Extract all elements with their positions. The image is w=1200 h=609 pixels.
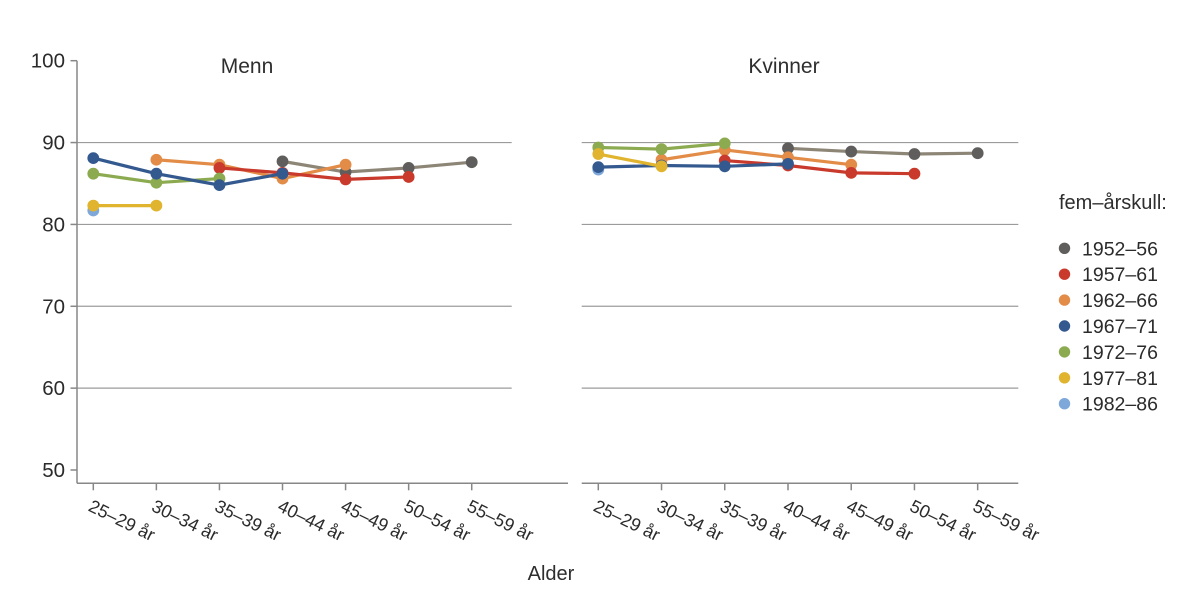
legend-label: 1957–61	[1082, 264, 1158, 286]
legend: 1952–56 1957–61 1962–66 1967–71 1972–76 1977–…	[1058, 238, 1158, 416]
series-kvinner-1957-61	[718, 154, 921, 180]
x-tick-label: 40–44 år	[275, 496, 348, 545]
legend-item-1967-71: 1967–71	[1058, 316, 1158, 338]
series-line	[282, 159, 472, 174]
x-tick-label: 50–54 år	[907, 496, 980, 545]
x-tick-label: 45–49 år	[843, 496, 916, 545]
panel-title-menn: Menn	[220, 55, 274, 78]
series-line	[661, 148, 852, 167]
data-point	[655, 143, 668, 156]
x-tick-label: 55–59 år	[970, 496, 1043, 545]
data-point	[150, 167, 163, 180]
data-point	[655, 160, 668, 173]
legend-item-1977-81: 1977–81	[1058, 368, 1158, 390]
legend-label: 1972–76	[1082, 342, 1158, 364]
legend-swatch	[1058, 372, 1071, 384]
y-axis: 100 90 80 70 60 50	[31, 50, 77, 482]
series-kvinner-1972-76	[592, 137, 731, 156]
data-point	[718, 137, 731, 150]
series-menn-1967-71	[87, 152, 289, 192]
y-tick-label: 80	[42, 213, 65, 236]
series-line	[597, 152, 662, 168]
series-line	[787, 146, 978, 156]
x-tick-label: 25–29 år	[86, 496, 159, 545]
x-tick-label: 35–39 år	[212, 496, 285, 545]
legend-swatch	[1058, 268, 1071, 280]
data-point	[87, 167, 100, 180]
data-point	[908, 148, 921, 160]
data-point	[908, 167, 921, 180]
data-point	[782, 142, 794, 155]
x-tick-label: 30–34 år	[654, 496, 727, 545]
series-line	[724, 158, 915, 176]
series-line	[598, 162, 789, 169]
y-tick-label: 60	[42, 377, 65, 400]
legend-swatch	[1058, 242, 1071, 254]
x-tick-label: 40–44 år	[780, 496, 853, 545]
series-menn-1977-81	[87, 199, 163, 212]
data-point	[402, 162, 415, 174]
data-point	[718, 160, 731, 173]
data-point	[150, 176, 163, 189]
x-tick-label: 30–34 år	[149, 496, 222, 545]
data-point	[87, 199, 100, 212]
data-point	[213, 162, 226, 174]
data-point	[339, 158, 352, 171]
legend-label: 1982–86	[1082, 394, 1158, 416]
data-point	[592, 161, 605, 174]
series-kvinner-1952-56	[782, 142, 984, 160]
legend-swatch	[1058, 320, 1071, 332]
data-point	[339, 173, 352, 186]
y-tick-label: 90	[42, 132, 65, 155]
y-tick-label: 50	[42, 459, 65, 482]
data-point	[845, 166, 858, 179]
x-tick-label: 25–29 år	[591, 496, 664, 545]
x-axis-title: Alder	[527, 563, 575, 585]
legend-label: 1952–56	[1082, 238, 1158, 260]
x-tick-label: 50–54 år	[401, 496, 474, 545]
data-point	[782, 157, 794, 170]
data-point	[213, 179, 226, 192]
legend-label: 1967–71	[1082, 316, 1158, 338]
legend-item-1972-76: 1972–76	[1058, 342, 1158, 364]
panel-title-kvinner: Kvinner	[748, 55, 820, 78]
data-point	[465, 156, 478, 169]
data-point	[971, 147, 984, 160]
data-point	[592, 148, 605, 160]
legend-title: fem–årskull:	[1059, 192, 1167, 214]
legend-item-1962-66: 1962–66	[1058, 290, 1158, 312]
series-line	[219, 166, 409, 182]
legend-item-1982-86: 1982–86	[1058, 394, 1158, 416]
data-point	[150, 199, 163, 212]
x-tick-label: 45–49 år	[338, 496, 411, 545]
series-line	[92, 156, 283, 187]
data-point	[276, 155, 289, 168]
legend-label: 1962–66	[1082, 290, 1158, 312]
legend-label: 1977–81	[1082, 368, 1158, 390]
y-tick-label: 70	[42, 295, 65, 318]
data-point	[150, 153, 163, 166]
legend-swatch	[1058, 398, 1071, 410]
legend-item-1952-56: 1952–56	[1058, 238, 1158, 260]
x-tick-label: 55–59 år	[464, 496, 537, 545]
data-point	[845, 158, 858, 171]
x-tick-label: 35–39 år	[717, 496, 790, 545]
data-point	[276, 167, 289, 180]
data-point	[402, 171, 415, 183]
data-point	[845, 145, 858, 158]
legend-swatch	[1058, 294, 1071, 306]
legend-swatch	[1058, 346, 1071, 358]
legend-item-1957-61: 1957–61	[1058, 264, 1158, 286]
series-kvinner-1977-81	[592, 148, 668, 173]
data-point	[87, 152, 100, 165]
y-tick-label: 100	[31, 50, 65, 73]
